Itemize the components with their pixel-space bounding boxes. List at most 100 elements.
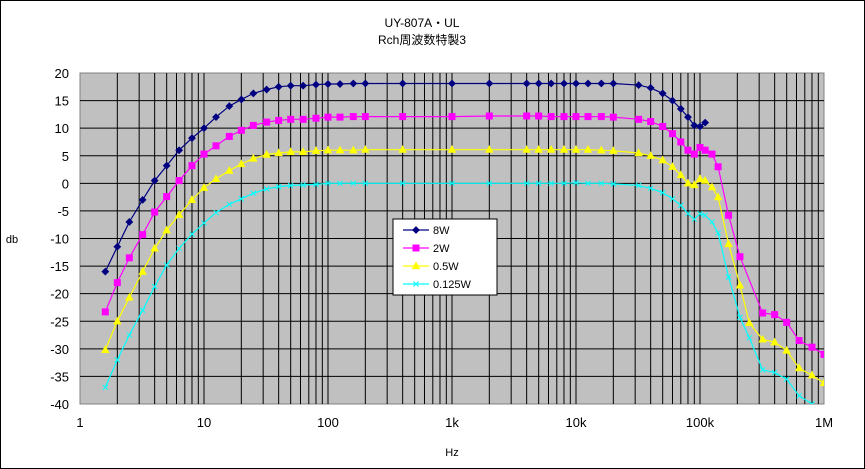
legend-item: 2W xyxy=(403,243,450,255)
data-point xyxy=(324,80,332,88)
data-point xyxy=(646,151,655,159)
data-point xyxy=(707,182,717,191)
data-point xyxy=(522,79,531,88)
data-point xyxy=(225,102,234,111)
data-point xyxy=(325,180,331,187)
y-tick-label: 5 xyxy=(62,149,69,164)
data-point xyxy=(163,262,170,268)
legend-marker xyxy=(412,244,420,252)
data-point xyxy=(709,219,715,225)
data-point xyxy=(200,150,208,158)
series-0-5w xyxy=(101,145,824,387)
data-point xyxy=(782,345,791,354)
data-point xyxy=(658,155,667,164)
data-point xyxy=(113,242,122,251)
data-point xyxy=(646,83,655,92)
data-point xyxy=(696,122,704,131)
data-point xyxy=(349,145,358,154)
data-point xyxy=(690,150,698,158)
x-tick-label: 100 xyxy=(317,415,339,430)
data-point xyxy=(584,79,592,88)
data-point xyxy=(336,113,344,121)
data-point xyxy=(771,369,778,376)
data-point xyxy=(211,174,221,183)
data-point xyxy=(820,350,824,358)
data-point xyxy=(249,121,257,129)
data-point xyxy=(399,113,407,121)
data-point xyxy=(584,113,592,121)
data-point xyxy=(174,210,184,218)
data-point xyxy=(561,180,567,187)
data-point xyxy=(361,113,369,121)
data-point xyxy=(759,309,767,317)
data-point xyxy=(138,195,147,204)
data-point xyxy=(176,245,182,252)
data-point xyxy=(187,195,197,203)
y-tick-label: -5 xyxy=(57,204,69,219)
data-point xyxy=(101,308,109,316)
data-point xyxy=(398,79,407,88)
data-point xyxy=(684,146,692,154)
chart-subtitle: Rch周波数特製3 xyxy=(378,32,466,47)
data-point xyxy=(448,113,456,121)
legend-label: 0.5W xyxy=(433,261,459,273)
data-point xyxy=(199,183,209,191)
x-axis-label: Hz xyxy=(445,447,458,459)
legend-label: 2W xyxy=(433,243,450,255)
x-tick-label: 1 xyxy=(76,415,83,430)
data-point xyxy=(535,180,542,187)
data-point xyxy=(275,116,283,124)
data-point xyxy=(683,178,693,187)
data-point xyxy=(737,314,743,321)
legend-label: 8W xyxy=(433,225,450,237)
data-point xyxy=(610,181,617,187)
data-point xyxy=(336,80,344,88)
data-point xyxy=(335,145,345,154)
data-point xyxy=(114,357,121,363)
data-point xyxy=(399,180,406,187)
y-tick-label: 15 xyxy=(55,94,69,109)
data-point xyxy=(585,180,591,187)
series-line xyxy=(104,115,824,355)
data-point xyxy=(736,253,744,261)
data-point xyxy=(695,174,705,183)
y-axis-ticks: 20 15 10 5 0 -5 -10 -15 -20 -25 -30 -35 -40 xyxy=(50,66,69,412)
data-point xyxy=(635,115,643,123)
data-point xyxy=(572,79,580,88)
data-point xyxy=(300,182,306,188)
data-point xyxy=(361,145,370,153)
y-tick-label: 20 xyxy=(55,66,69,81)
data-point xyxy=(684,113,692,122)
data-point xyxy=(188,162,196,170)
data-point xyxy=(447,145,457,153)
x-tick-label: 10k xyxy=(566,415,587,430)
data-point xyxy=(151,208,159,216)
data-point xyxy=(299,115,307,123)
data-point xyxy=(659,123,667,131)
x-tick-label: 1M xyxy=(815,415,833,430)
data-point xyxy=(572,113,580,121)
data-point xyxy=(571,145,581,153)
series-0-125w xyxy=(102,179,815,404)
data-point xyxy=(237,95,246,104)
data-point xyxy=(708,150,716,158)
data-point xyxy=(597,79,606,88)
data-point xyxy=(534,79,543,88)
data-point xyxy=(313,181,319,188)
data-point xyxy=(634,148,643,157)
y-tick-label: -40 xyxy=(50,397,69,412)
data-point xyxy=(225,132,233,140)
data-point xyxy=(113,279,121,287)
data-point xyxy=(175,177,183,185)
x-axis-ticks: 1 10 100 1k 10k 100k 1M xyxy=(76,415,833,430)
data-point xyxy=(485,145,494,153)
data-point xyxy=(485,79,494,88)
legend-marker xyxy=(411,261,421,270)
data-point xyxy=(771,311,779,319)
data-point xyxy=(162,225,171,234)
data-point xyxy=(715,230,721,236)
data-point xyxy=(677,202,684,209)
data-point xyxy=(746,334,753,341)
data-point xyxy=(150,176,159,185)
data-point xyxy=(237,159,246,168)
